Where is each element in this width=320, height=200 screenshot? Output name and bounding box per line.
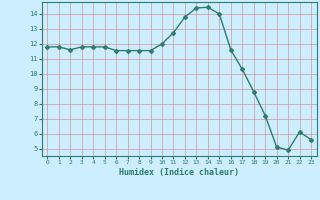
X-axis label: Humidex (Indice chaleur): Humidex (Indice chaleur)	[119, 168, 239, 177]
